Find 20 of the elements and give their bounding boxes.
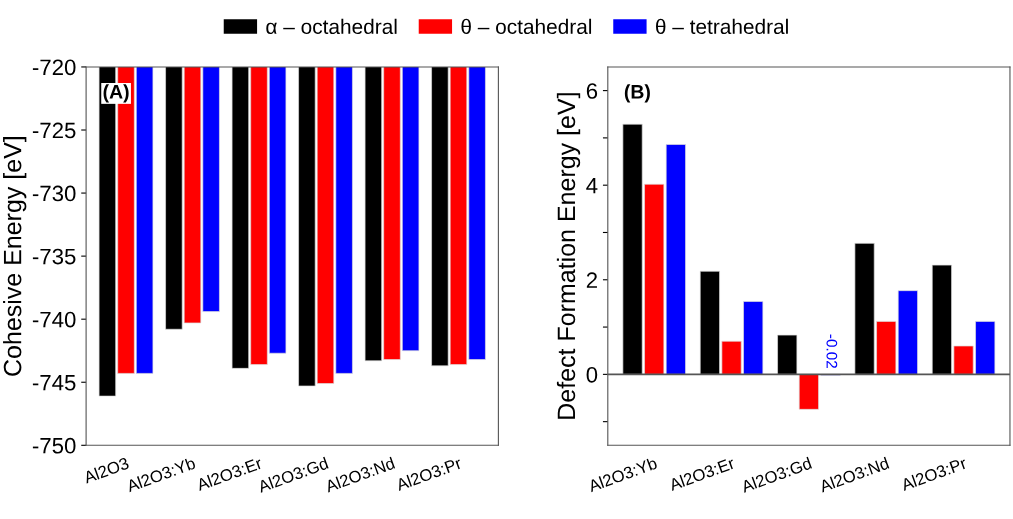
- y-tick-label: -750: [32, 437, 76, 454]
- y-tick-label: -720: [32, 59, 76, 76]
- y-tick-label: -735: [32, 248, 76, 265]
- y-tick-label: -740: [32, 311, 76, 328]
- x-tick-label: Al2O3: [82, 456, 130, 484]
- y-tick-label: -730: [32, 185, 76, 202]
- y-axis-title: Defect Formation Energy [eV]: [556, 93, 581, 419]
- annotation: (A): [103, 84, 129, 103]
- y-tick-label: -745: [32, 375, 76, 391]
- data-label: -0.02: [826, 334, 838, 368]
- y-tick-label: -725: [32, 122, 76, 139]
- y-tick-label: 4: [586, 177, 598, 194]
- y-tick-label: 6: [586, 83, 598, 99]
- y-axis-title: Cohesive Energy [eV]: [3, 137, 27, 376]
- legend-label: θ – tetrahedral: [656, 18, 788, 35]
- legend-label: α – octahedral: [266, 18, 397, 35]
- y-tick-label: 0: [586, 366, 598, 383]
- annotation: (B): [624, 84, 650, 103]
- legend-label: θ – octahedral: [461, 18, 592, 35]
- y-tick-label: 2: [586, 272, 597, 288]
